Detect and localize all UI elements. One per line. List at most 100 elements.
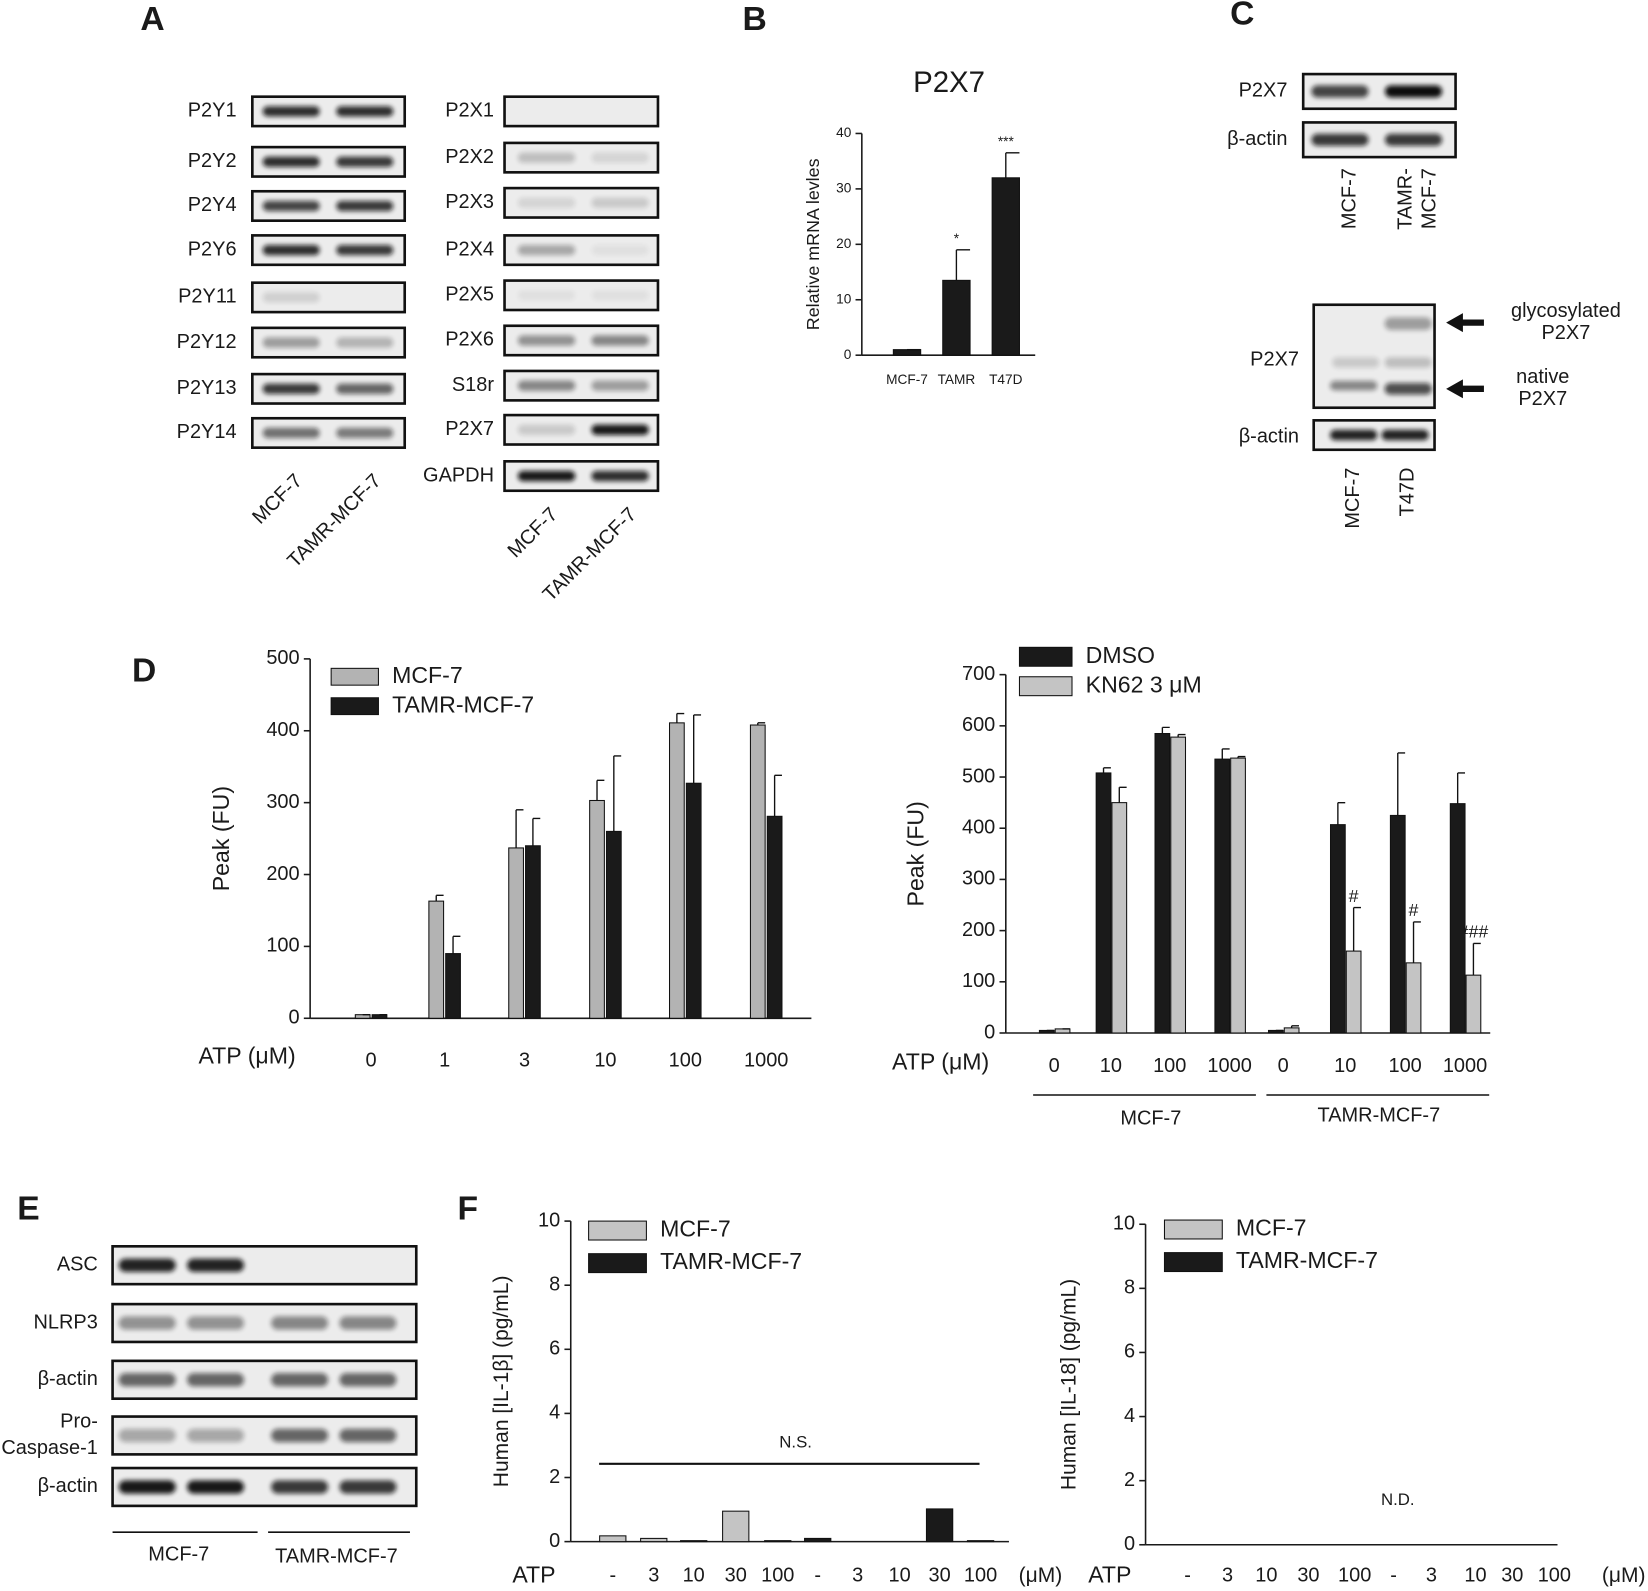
x-tick-label: 100 (1388, 1055, 1421, 1077)
error-bar (596, 779, 605, 801)
lane-label: MCF-7 (1339, 168, 1361, 229)
y-tick-label: 100 (266, 935, 299, 957)
legend-label: TAMR-MCF-7 (660, 1248, 802, 1274)
significance-label: * (954, 231, 960, 246)
blot-row-label: P2Y14 (177, 421, 237, 443)
y-tick-label: 10 (538, 1209, 560, 1231)
y-tick-label: 0 (289, 1007, 300, 1029)
blot-row-label: P2X2 (445, 146, 494, 168)
x-tick-label: 30 (1297, 1565, 1319, 1587)
blot-band (1332, 357, 1380, 368)
bar (599, 1535, 627, 1543)
error-bar (1412, 921, 1421, 963)
bar (589, 799, 605, 1019)
blot-row-label: β-actin (38, 1368, 98, 1390)
x-tick-label: 10 (1334, 1055, 1356, 1077)
x-tick-label: 3 (648, 1565, 659, 1587)
blot-band (336, 106, 394, 117)
bar (668, 722, 685, 1019)
y-tick-label: 400 (962, 816, 995, 838)
y-tick-label: 8 (549, 1273, 560, 1295)
lane-label: T47D (1397, 468, 1419, 517)
bar (942, 279, 971, 356)
blot-band (336, 244, 394, 256)
bar (1449, 803, 1466, 1034)
bar (1405, 962, 1422, 1034)
annotation: N.S. (779, 1432, 812, 1451)
y-tick-label: 0 (844, 347, 852, 362)
blot-row-label: ASC (57, 1253, 98, 1275)
bar (685, 782, 702, 1019)
x-tick-label: 1000 (1207, 1055, 1251, 1077)
blot-row-label: β-actin (38, 1475, 98, 1497)
bar (1038, 1029, 1055, 1034)
blot-band (517, 424, 576, 435)
panel-label: E (17, 1190, 39, 1227)
blot-band (187, 1316, 245, 1330)
blot-band (262, 292, 320, 303)
blot-band (591, 424, 649, 435)
x-tick-label: 10 (1100, 1055, 1122, 1077)
y-tick-label: 30 (836, 181, 852, 196)
x-axis-unit: (μM) (1602, 1564, 1646, 1587)
bar (640, 1537, 668, 1543)
y-tick-label: 6 (1124, 1341, 1135, 1363)
blot-band (262, 383, 320, 394)
y-tick-label: 6 (549, 1338, 560, 1360)
blot-band (336, 383, 394, 394)
arrow-label: P2X7 (1518, 388, 1567, 410)
blot-band (262, 337, 320, 348)
y-tick-label: 2 (1124, 1469, 1135, 1491)
x-tick-label: 1000 (744, 1050, 788, 1072)
y-tick-label: 10 (836, 291, 852, 306)
annotation: N.D. (1381, 1490, 1415, 1509)
bar (1389, 814, 1406, 1034)
blot-band (336, 427, 394, 439)
x-tick-label: 1 (439, 1050, 450, 1072)
blot-band (1384, 357, 1432, 368)
bar (766, 815, 783, 1019)
y-tick-label: 40 (836, 125, 852, 140)
x-axis-unit: (μM) (1019, 1564, 1063, 1587)
bar (1095, 772, 1112, 1034)
blot-row-label: Pro- (60, 1411, 98, 1433)
y-tick-label: 0 (1124, 1533, 1135, 1555)
x-tick-label: - (609, 1565, 616, 1587)
blot-band (591, 380, 649, 391)
blot-row-label: P2X7 (445, 418, 494, 440)
arrow-label: native (1516, 366, 1569, 388)
blot-band (262, 244, 320, 256)
y-tick-label: 700 (962, 663, 995, 685)
blot-band (517, 335, 576, 346)
y-axis-label: Peak (FU) (903, 801, 929, 906)
x-tick-label: 3 (519, 1050, 530, 1072)
significance-label: # (1349, 886, 1359, 906)
x-tick-label: 1000 (1443, 1055, 1487, 1077)
legend-label: KN62 3 μM (1086, 671, 1202, 697)
x-tick-label: 3 (1222, 1565, 1233, 1587)
y-tick-label: 0 (549, 1530, 560, 1552)
blot-row-label: P2Y1 (188, 100, 237, 122)
blot-band (1329, 429, 1378, 441)
x-tick-label: 100 (1153, 1055, 1186, 1077)
y-tick-label: 10 (1113, 1213, 1135, 1235)
panel-label: C (1230, 0, 1254, 33)
error-bar (1397, 752, 1406, 816)
blot-band (1329, 380, 1378, 391)
blot-band (591, 470, 649, 482)
y-tick-label: 400 (266, 719, 299, 741)
error-bar (1456, 772, 1466, 804)
error-bar (693, 714, 702, 784)
blot-row-label: P2Y13 (177, 377, 237, 399)
blot-band (591, 152, 649, 163)
significance-label: *** (998, 134, 1015, 149)
blot-row-label: GAPDH (423, 464, 494, 486)
y-tick-label: 300 (266, 791, 299, 813)
x-tick-label: 100 (964, 1565, 997, 1587)
error-bar (757, 722, 766, 726)
blot-band (336, 156, 394, 167)
x-tick-label: 100 (761, 1565, 794, 1587)
error-bar (1161, 726, 1170, 734)
error-bar (1337, 801, 1346, 825)
blot-row-label: P2X7 (1250, 349, 1299, 371)
